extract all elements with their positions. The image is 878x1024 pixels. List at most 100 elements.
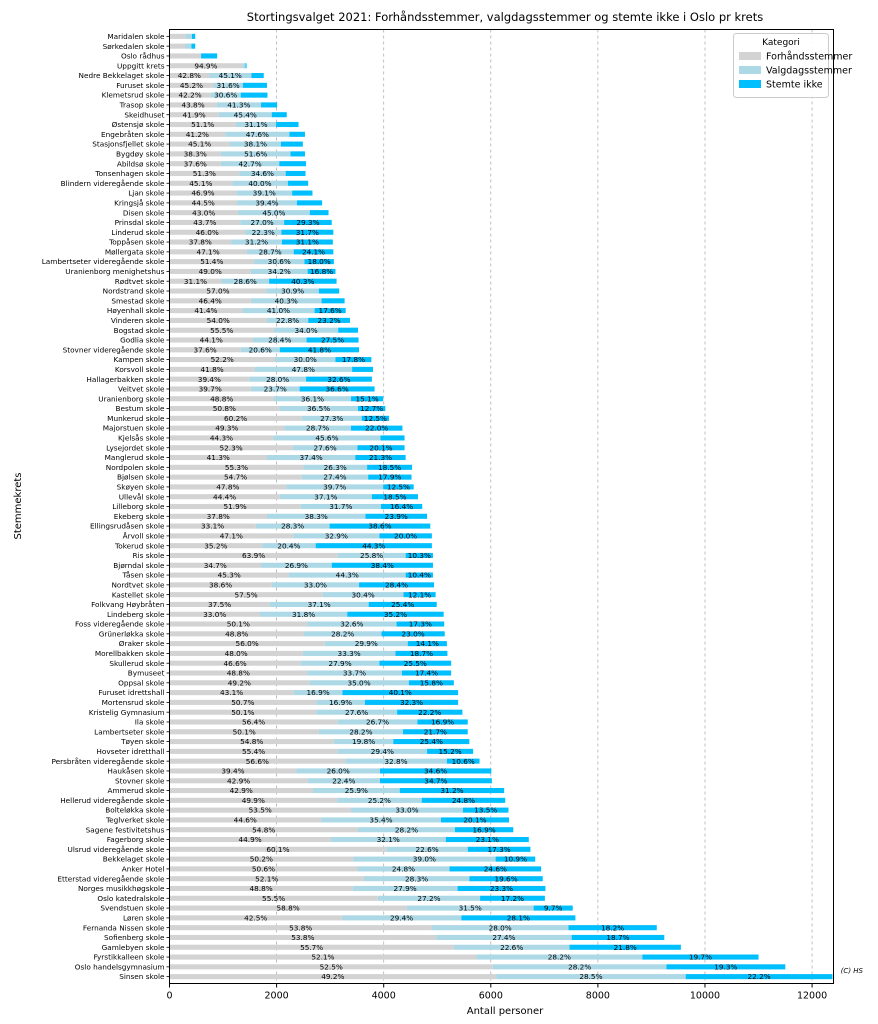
bar-valgdagsstemmer <box>337 797 422 803</box>
percentage-label: 30.6% <box>268 257 291 266</box>
percentage-label: 24.6% <box>484 865 507 874</box>
y-tick-label: Norges musikkhøgskole <box>78 884 165 893</box>
bar-stemte-ikke <box>289 131 305 137</box>
bar-forhandsstemmer <box>169 376 250 382</box>
bar-valgdagsstemmer <box>232 180 288 186</box>
percentage-label: 12.1% <box>408 590 431 599</box>
bar-valgdagsstemmer <box>246 249 294 255</box>
y-tick-label: Sagene festivitetshus <box>86 825 165 834</box>
percentage-label: 53.8% <box>289 923 312 932</box>
percentage-label: 53.8% <box>291 933 314 942</box>
y-tick-label: Ulsrud videregående skole <box>68 845 165 854</box>
percentage-label: 25.2% <box>368 796 391 805</box>
x-axis-ticks: 0 2000 4000 6000 8000 10000 12000 <box>166 983 827 1002</box>
percentage-label: 43.7% <box>193 218 216 227</box>
percentage-label: 23.3% <box>490 884 513 893</box>
bar-valgdagsstemmer <box>269 601 369 607</box>
percentage-label: 49.0% <box>199 267 222 276</box>
percentage-label: 28.4% <box>385 580 408 589</box>
bar-stemte-ikke <box>191 33 196 39</box>
percentage-label: 42.9% <box>230 786 253 795</box>
percentage-label: 10.6% <box>452 757 475 766</box>
bar-stemte-ikke <box>342 690 459 696</box>
y-tick-label: Foss videregående skole <box>75 620 165 629</box>
y-tick-label: Teglverket skole <box>105 816 165 825</box>
bar-stemte-ikke <box>299 386 375 392</box>
bar-forhandsstemmer <box>169 856 354 862</box>
bar-forhandsstemmer <box>169 885 353 892</box>
y-tick-label: Fyrstikkalleen skole <box>93 953 165 962</box>
bar-stemte-ikke <box>245 63 247 69</box>
percentage-label: 57.0% <box>206 287 229 296</box>
percentage-label: 21.7% <box>424 727 447 736</box>
percentage-label: 45.3% <box>218 571 241 580</box>
bar-valgdagsstemmer <box>271 582 360 588</box>
percentage-label: 28.2% <box>395 825 418 834</box>
bar-forhandsstemmer <box>169 690 294 696</box>
bar-stemte-ikke <box>379 768 492 774</box>
percentage-label: 20.1% <box>463 816 486 825</box>
percentage-label: 10.4% <box>408 571 431 580</box>
bar-stemte-ikke <box>276 121 299 128</box>
percentage-label: 33.7% <box>343 669 366 678</box>
y-tick-label: Godlia skole <box>120 336 165 345</box>
y-tick-label: Lysejordet skole <box>106 443 165 452</box>
percentage-label: 41.3% <box>227 101 250 110</box>
percentage-label: 31.2% <box>245 238 268 247</box>
bar-stemte-ikke <box>440 817 509 823</box>
y-tick-label: Ullevål skole <box>119 492 165 501</box>
bar-forhandsstemmer <box>169 415 302 421</box>
bar-forhandsstemmer <box>169 464 304 470</box>
bar-valgdagsstemmer <box>274 357 336 363</box>
bar-stemte-ikke <box>351 425 403 431</box>
percentage-label: 35.2% <box>204 541 227 550</box>
bar-stemte-ikke <box>201 53 218 59</box>
percentage-label: 10.3% <box>408 551 431 560</box>
percentage-label: 16.9% <box>431 718 454 727</box>
y-tick-label: Disen skole <box>123 208 165 217</box>
bar-forhandsstemmer <box>169 699 317 705</box>
y-tick-label: Ljan skole <box>128 189 165 198</box>
bar-stemte-ikke <box>407 641 447 647</box>
percentage-label: 25.4% <box>420 737 443 746</box>
bar-valgdagsstemmer <box>225 131 290 137</box>
bar-stemte-ikke <box>368 601 437 607</box>
x-tick-label: 8000 <box>586 991 610 1002</box>
bar-valgdagsstemmer <box>357 827 455 833</box>
bar-stemte-ikke <box>364 699 459 705</box>
bar-stemte-ikke <box>296 200 323 206</box>
bar-stemte-ikke <box>251 72 264 79</box>
percentage-label: 50.7% <box>231 698 254 707</box>
legend-swatch <box>739 80 761 88</box>
y-tick-label: Nordtvet skole <box>111 580 165 589</box>
y-tick-label: Bymuseet <box>128 669 165 678</box>
percentage-label: 28.2% <box>568 962 591 971</box>
bar-forhandsstemmer <box>169 778 308 784</box>
bar-valgdagsstemmer <box>307 670 402 676</box>
percentage-label: 47.6% <box>246 130 269 139</box>
bar-forhandsstemmer <box>169 180 233 186</box>
bar-stemte-ikke <box>315 543 432 549</box>
bar-forhandsstemmer <box>169 141 231 147</box>
percentage-label: 44.6% <box>234 816 257 825</box>
percentage-label: 27.4% <box>492 933 515 942</box>
percentage-label: 41.8% <box>308 345 331 354</box>
bar-forhandsstemmer <box>169 249 247 255</box>
percentage-label: 49.2% <box>228 678 251 687</box>
percentage-label: 55.3% <box>225 463 248 472</box>
y-tick-label: Bjølsen skole <box>117 473 165 482</box>
percentage-label: 37.8% <box>189 238 212 247</box>
percentage-label: 49.2% <box>321 972 344 981</box>
percentage-label: 20.6% <box>249 345 272 354</box>
y-tick-label: Manglerud skole <box>105 453 165 462</box>
bar-forhandsstemmer <box>169 102 217 108</box>
bar-stemte-ikke <box>397 709 463 715</box>
bar-forhandsstemmer <box>169 817 322 823</box>
bar-valgdagsstemmer <box>254 366 353 372</box>
y-tick-label: Bygdøy skole <box>116 149 165 158</box>
percentage-label: 23.7% <box>264 385 287 394</box>
percentage-label: 29.9% <box>355 639 378 648</box>
x-tick-label: 12000 <box>797 991 827 1002</box>
bar-stemte-ikke <box>379 778 492 784</box>
